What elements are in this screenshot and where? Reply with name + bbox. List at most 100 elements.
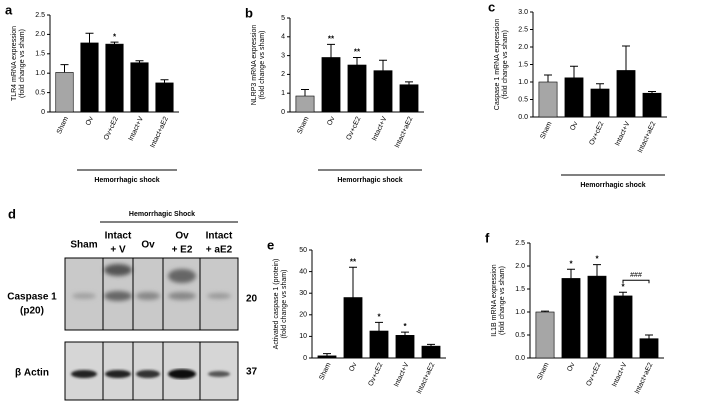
error-bar [353, 56, 361, 65]
x-tick-label: Intact+aE2 [637, 121, 658, 155]
y-tick-label: 3 [281, 52, 285, 59]
x-tick-label: Ov [569, 120, 579, 132]
lane-label: + V [110, 245, 126, 256]
y-tick-label: 0 [41, 109, 45, 116]
y-tick-label: 1.5 [35, 51, 45, 58]
error-bar [375, 321, 383, 331]
error-bar [160, 79, 169, 83]
group-label: Hemorrhagic shock [337, 177, 402, 184]
y-tick-label: 0.0 [515, 355, 525, 362]
panel-letter: e [267, 237, 274, 252]
error-bar [135, 60, 144, 63]
lane-label: Intact [105, 231, 132, 242]
x-tick-label: Ov [85, 115, 95, 127]
x-tick-label: Intact+V [614, 120, 631, 147]
bracket [622, 279, 650, 284]
y-axis-label: (fold change vs sham) [502, 30, 509, 99]
significance-label: * [377, 312, 381, 321]
error-bar [596, 83, 604, 89]
group-label: Hemorrhagic shock [94, 177, 159, 184]
error-bar [593, 264, 601, 277]
x-tick-label: Sham [536, 362, 550, 382]
y-tick-label: 1.5 [515, 286, 525, 293]
size-marker: 20 [246, 294, 258, 305]
significance-label: ** [354, 48, 361, 57]
lane-label: Sham [70, 240, 97, 251]
bar [395, 335, 415, 359]
x-tick-label: Ov+cE2 [103, 116, 120, 142]
y-tick-label: 5 [281, 15, 285, 22]
y-tick-label: 1 [281, 90, 285, 97]
y-axis-label: (fold change vs sham) [19, 29, 26, 98]
y-axis-label: (fold change vs sham) [259, 31, 266, 100]
y-tick-label: 50 [299, 247, 307, 254]
error-bar [85, 32, 94, 43]
lane-label: Ov [141, 240, 155, 251]
error-bar [570, 65, 578, 78]
bar [561, 278, 581, 359]
error-bar [405, 81, 413, 85]
error-bar [427, 343, 435, 347]
x-tick-label: Ov [566, 361, 576, 373]
x-tick-label: Sham [318, 362, 332, 382]
bar [535, 311, 555, 359]
y-tick-label: 0.0 [518, 114, 528, 121]
error-bar [349, 266, 357, 298]
significance-label: * [403, 322, 407, 331]
error-bar [544, 74, 552, 82]
bar [587, 275, 607, 359]
western-blot: d Hemorrhagic Shock Sham Intact + V Ov O… [7, 206, 258, 401]
lane-label: + aE2 [206, 245, 233, 256]
x-tick-label: Ov+cE2 [368, 362, 385, 388]
bar [590, 88, 610, 118]
lane-label: + E2 [172, 245, 193, 256]
significance-label: * [595, 255, 599, 264]
bar [155, 82, 174, 113]
x-tick-label: Intact+aE2 [149, 116, 170, 150]
error-bar [301, 88, 309, 97]
bar [421, 345, 441, 359]
y-tick-label: 2.5 [518, 26, 528, 33]
blot-header: Hemorrhagic Shock [129, 211, 195, 218]
bar-chart: c Caspase 1 mRNA expression (fold change v… [488, 0, 667, 189]
error-bar [645, 334, 653, 339]
panel-letter: f [485, 230, 490, 245]
row-label: β Actin [15, 368, 49, 379]
error-bar [323, 353, 331, 356]
bar [639, 338, 659, 359]
x-tick-label: Intact+V [371, 115, 388, 142]
x-tick-label: Ov [326, 115, 336, 127]
y-tick-label: 2.5 [515, 240, 525, 247]
bar [538, 81, 558, 118]
y-tick-label: 0.5 [35, 89, 45, 96]
lane-label: Intact [206, 231, 233, 242]
x-tick-label: Intact+aE2 [634, 362, 655, 396]
bar [642, 92, 662, 118]
error-bar [327, 43, 335, 58]
bar [564, 77, 584, 118]
y-tick-label: 1.0 [35, 70, 45, 77]
y-tick-label: 2.0 [518, 44, 528, 51]
x-tick-label: Ov+cE2 [346, 116, 363, 142]
x-tick-label: Ov+cE2 [586, 362, 603, 388]
y-tick-label: 1.0 [515, 309, 525, 316]
error-bar [110, 41, 119, 45]
bar-chart: b NLRP3 mRNA expression (fold change vs sh… [245, 5, 424, 184]
x-tick-label: Intact+aE2 [416, 362, 437, 396]
y-axis-label: (fold change vs sham) [281, 270, 288, 339]
y-tick-label: 40 [299, 268, 307, 275]
x-tick-label: Sham [56, 116, 70, 136]
y-tick-label: 1.5 [518, 61, 528, 68]
error-bar [60, 64, 69, 73]
error-bar [541, 310, 549, 312]
y-axis-label: TLR4 mRNA expression [11, 26, 18, 101]
bar-chart: a TLR4 mRNA expression (fold change vs sha… [5, 2, 179, 184]
significance-label: * [569, 259, 573, 268]
y-tick-label: 20 [299, 312, 307, 319]
blot-bands [72, 264, 231, 301]
lane-label: Ov [175, 231, 189, 242]
significance-label: ** [350, 257, 357, 266]
bar [399, 84, 419, 113]
x-tick-label: Sham [296, 116, 310, 136]
x-tick-label: Sham [539, 121, 553, 141]
